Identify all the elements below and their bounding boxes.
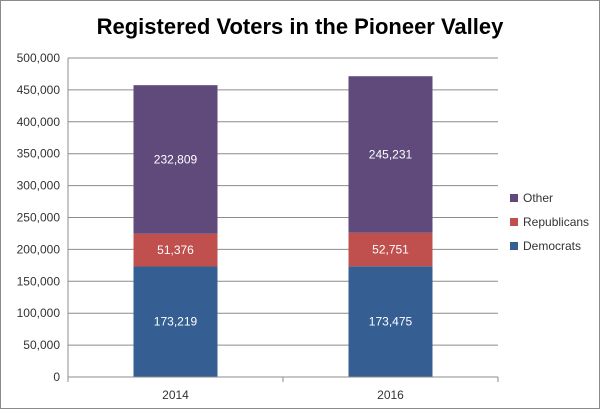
data-label: 173,475 — [369, 315, 413, 329]
y-tick-label: 350,000 — [17, 147, 61, 161]
y-tick-label: 400,000 — [17, 115, 61, 129]
data-label: 173,219 — [154, 315, 198, 329]
bar-segment-republicans-2016 — [348, 232, 433, 267]
y-tick-label: 250,000 — [17, 211, 61, 225]
data-label: 245,231 — [369, 147, 413, 161]
x-tick-label: 2014 — [162, 388, 189, 402]
bar-segment-other-2014 — [133, 85, 218, 234]
data-label: 232,809 — [154, 152, 198, 166]
y-tick-label: 50,000 — [23, 338, 60, 352]
y-tick-label: 200,000 — [17, 242, 61, 256]
legend-swatch-republicans — [510, 218, 518, 226]
y-tick-label: 150,000 — [17, 274, 61, 288]
x-tick-label: 2016 — [377, 388, 404, 402]
y-tick-label: 450,000 — [17, 83, 61, 97]
gridlines — [68, 57, 498, 346]
y-tick-label: 0 — [53, 370, 60, 384]
legend-label-republicans: Republicans — [523, 215, 589, 229]
y-tick-label: 100,000 — [17, 306, 61, 320]
legend: Other Republicans Democrats — [510, 191, 589, 253]
legend-label-democrats: Democrats — [523, 239, 581, 253]
legend-swatch-other — [510, 194, 518, 202]
x-axis: 2014 2016 — [67, 376, 499, 402]
legend-swatch-democrats — [510, 242, 518, 250]
bar-segment-republicans-2014 — [133, 233, 218, 267]
data-label: 51,376 — [157, 243, 194, 257]
chart-title: Registered Voters in the Pioneer Valley — [97, 14, 505, 39]
bars: 173,219 51,376 232,809 173,475 52,751 245,231 — [133, 76, 433, 377]
bar-segment-other-2016 — [348, 76, 433, 233]
y-tick-label: 500,000 — [17, 51, 61, 65]
bar-segment-democrats-2014 — [133, 266, 218, 377]
legend-label-other: Other — [523, 191, 553, 205]
data-label: 52,751 — [372, 242, 409, 256]
y-axis: 0 50,000 100,000 150,000 200,000 250,000 300,0… — [17, 51, 69, 384]
bar-segment-democrats-2016 — [348, 266, 433, 377]
y-tick-label: 300,000 — [17, 179, 61, 193]
